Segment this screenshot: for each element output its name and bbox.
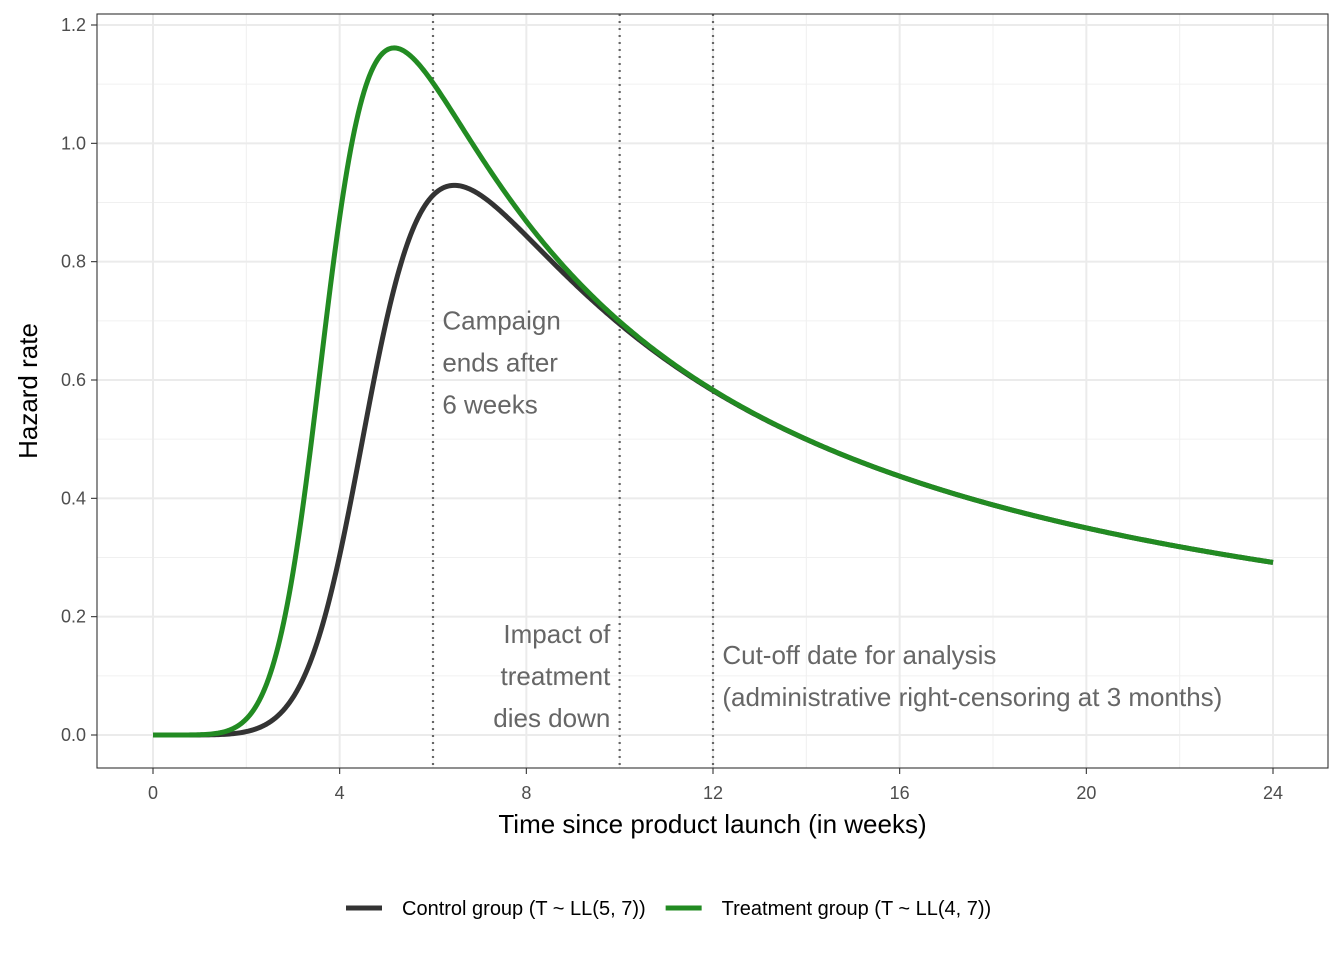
y-tick-label: 0.4 <box>61 488 86 508</box>
y-axis-title: Hazard rate <box>13 323 43 459</box>
legend: Control group (T ~ LL(5, 7)) Treatment gr… <box>346 898 991 920</box>
annotation-line: treatment <box>501 661 612 691</box>
legend-label: Control group (T ~ LL(5, 7)) <box>402 898 646 920</box>
annotation-line: Impact of <box>503 619 611 649</box>
annotation-line: Campaign <box>442 305 561 335</box>
x-tick-label: 8 <box>521 783 531 803</box>
annotations: Campaign ends after 6 weeks Impact of treatm… <box>442 305 1222 733</box>
x-tick-label: 4 <box>335 783 345 803</box>
x-tick-label: 16 <box>890 783 910 803</box>
y-tick-label: 0.2 <box>61 607 86 627</box>
y-axis-ticks: 0.0 0.2 0.4 0.6 0.8 1.0 1.2 <box>61 15 97 745</box>
annotation-line: (administrative right-censoring at 3 mon… <box>722 682 1222 712</box>
annotation-line: 6 weeks <box>442 389 537 419</box>
x-tick-label: 24 <box>1263 783 1283 803</box>
annotation-line: Cut-off date for analysis <box>722 640 996 670</box>
y-tick-label: 1.0 <box>61 133 86 153</box>
x-axis-ticks: 0 4 8 12 16 20 24 <box>148 768 1283 803</box>
x-tick-label: 0 <box>148 783 158 803</box>
series-line-treatment <box>152 45 1274 738</box>
legend-label: Treatment group (T ~ LL(4, 7)) <box>722 898 992 920</box>
y-tick-label: 0.0 <box>61 725 86 745</box>
x-axis-title: Time since product launch (in weeks) <box>498 809 926 839</box>
y-tick-label: 1.2 <box>61 15 86 35</box>
series-lines <box>152 45 1274 738</box>
x-tick-label: 12 <box>703 783 723 803</box>
annotation-line: dies down <box>493 703 610 733</box>
y-tick-label: 0.8 <box>61 252 86 272</box>
y-tick-label: 0.6 <box>61 370 86 390</box>
x-tick-label: 20 <box>1076 783 1096 803</box>
annotation-line: ends after <box>442 347 558 377</box>
